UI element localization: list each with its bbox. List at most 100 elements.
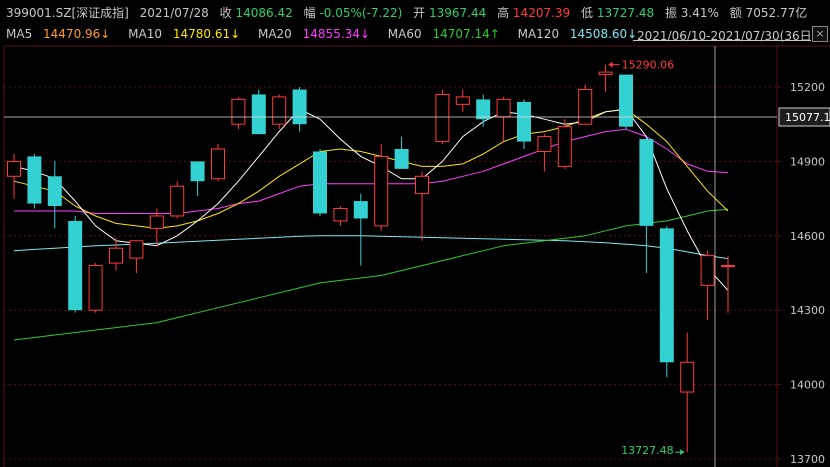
candle <box>598 64 613 92</box>
candle-body <box>619 74 633 127</box>
date-range-underline <box>633 40 811 41</box>
candle-body <box>721 265 735 268</box>
amount-value: 7052.77亿 <box>745 6 808 20</box>
y-tick-label-2: 14600 <box>790 230 825 243</box>
candle <box>129 240 144 273</box>
ma20-value: 14855.34↓ <box>302 27 370 41</box>
candle <box>496 96 511 142</box>
candle-body <box>333 208 348 222</box>
candle <box>619 74 633 130</box>
close-label: 收 <box>219 6 232 20</box>
candle <box>415 171 429 241</box>
y-tick-label-0: 15200 <box>790 81 825 94</box>
low-label: 低 <box>581 6 594 20</box>
amount-label: 额 <box>729 6 742 20</box>
ma10-label: MA10 <box>128 27 163 41</box>
max-value-label: 15290.06 <box>622 59 675 72</box>
candle-body <box>170 185 185 217</box>
ma120-legend: MA120 14508.60↓ <box>518 27 645 41</box>
candle <box>211 144 225 182</box>
ma60-label: MA60 <box>387 27 422 41</box>
close-icon[interactable]: × <box>812 26 828 42</box>
candle-body <box>47 176 62 207</box>
candle <box>272 94 287 130</box>
open-value: 13967.44 <box>428 6 487 20</box>
candle-body <box>537 136 552 152</box>
candle <box>231 96 246 130</box>
candle <box>557 119 572 169</box>
candle <box>476 94 491 127</box>
candle-body <box>496 98 511 118</box>
min-marker-arrow <box>680 449 685 456</box>
ma120-label: MA120 <box>517 27 560 41</box>
y-tick-label-1: 14900 <box>790 155 825 168</box>
y-tick-label-4: 14000 <box>790 379 825 392</box>
candle-body <box>231 98 246 125</box>
ma5-legend: MA5 14470.96↓ <box>6 27 117 41</box>
candle-body <box>190 161 205 182</box>
candle-body <box>435 93 450 143</box>
candle-body <box>455 96 470 105</box>
candle-body <box>211 148 225 180</box>
quote-header: 399001.SZ[深证成指] 2021/07/28 收 14086.42 幅 … <box>6 6 814 20</box>
candle-body <box>129 240 144 259</box>
crosshair-value-label: 15077.1 <box>785 111 830 124</box>
candle-body <box>700 255 715 286</box>
candle-body <box>7 160 21 177</box>
candle-body <box>578 88 593 125</box>
candle <box>170 181 185 219</box>
candle <box>109 238 123 271</box>
min-value-label: 13727.48 <box>621 444 674 457</box>
candle <box>292 87 307 132</box>
candle <box>394 136 409 169</box>
candle <box>353 193 368 266</box>
candle <box>455 89 470 112</box>
candle-body <box>149 215 164 229</box>
candle <box>680 332 695 453</box>
amplitude-label: 振 <box>664 6 677 20</box>
ma5-label: MA5 <box>6 27 33 41</box>
ma10-value: 14780.61↓ <box>172 27 241 41</box>
candle <box>333 206 348 226</box>
candle-body <box>415 175 429 195</box>
ma-legend: MA5 14470.96↓ MA10 14780.61↓ MA20 14855.… <box>6 27 651 41</box>
candle <box>88 263 103 313</box>
change-label: 幅 <box>303 6 316 20</box>
candle <box>68 215 83 313</box>
candle <box>149 208 164 246</box>
y-tick-label-5: 13700 <box>790 453 825 466</box>
candle-body <box>109 247 123 264</box>
ma120-value: 14508.60↓ <box>569 27 638 41</box>
ma5-value: 14470.96↓ <box>43 27 111 41</box>
ma10-line <box>13 108 729 229</box>
candle-body <box>68 220 83 311</box>
candle-body <box>476 99 491 120</box>
candle <box>27 153 42 209</box>
max-marker-arrow <box>608 61 613 68</box>
candle <box>721 255 735 313</box>
candle <box>251 89 266 135</box>
candle <box>578 84 593 125</box>
candle <box>659 225 674 378</box>
candle <box>190 161 205 197</box>
candle-body <box>353 201 368 219</box>
ma20-label: MA20 <box>257 27 292 41</box>
candle <box>537 134 552 172</box>
candle <box>313 149 327 216</box>
ma60-value: 14707.14↑ <box>432 27 500 41</box>
candle-body <box>251 94 266 135</box>
candle-body <box>598 71 613 76</box>
date-range[interactable]: 2021/06/10-2021/07/30(36日) <box>637 29 817 43</box>
open-label: 开 <box>413 6 426 20</box>
candle-body <box>88 265 103 311</box>
crosshair-value-box <box>778 107 830 127</box>
candle-body <box>313 151 327 214</box>
y-tick-label-3: 14300 <box>790 304 825 317</box>
candle-body <box>374 155 389 227</box>
candle-body <box>517 101 531 142</box>
ma60-legend: MA60 14707.14↑ <box>388 27 507 41</box>
candle-body <box>394 149 409 169</box>
candle-body <box>292 89 307 125</box>
